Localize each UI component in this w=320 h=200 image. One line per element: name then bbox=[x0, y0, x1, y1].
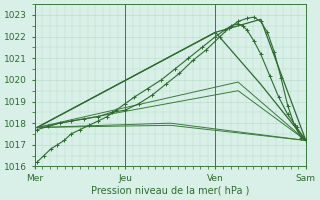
X-axis label: Pression niveau de la mer( hPa ): Pression niveau de la mer( hPa ) bbox=[91, 186, 250, 196]
